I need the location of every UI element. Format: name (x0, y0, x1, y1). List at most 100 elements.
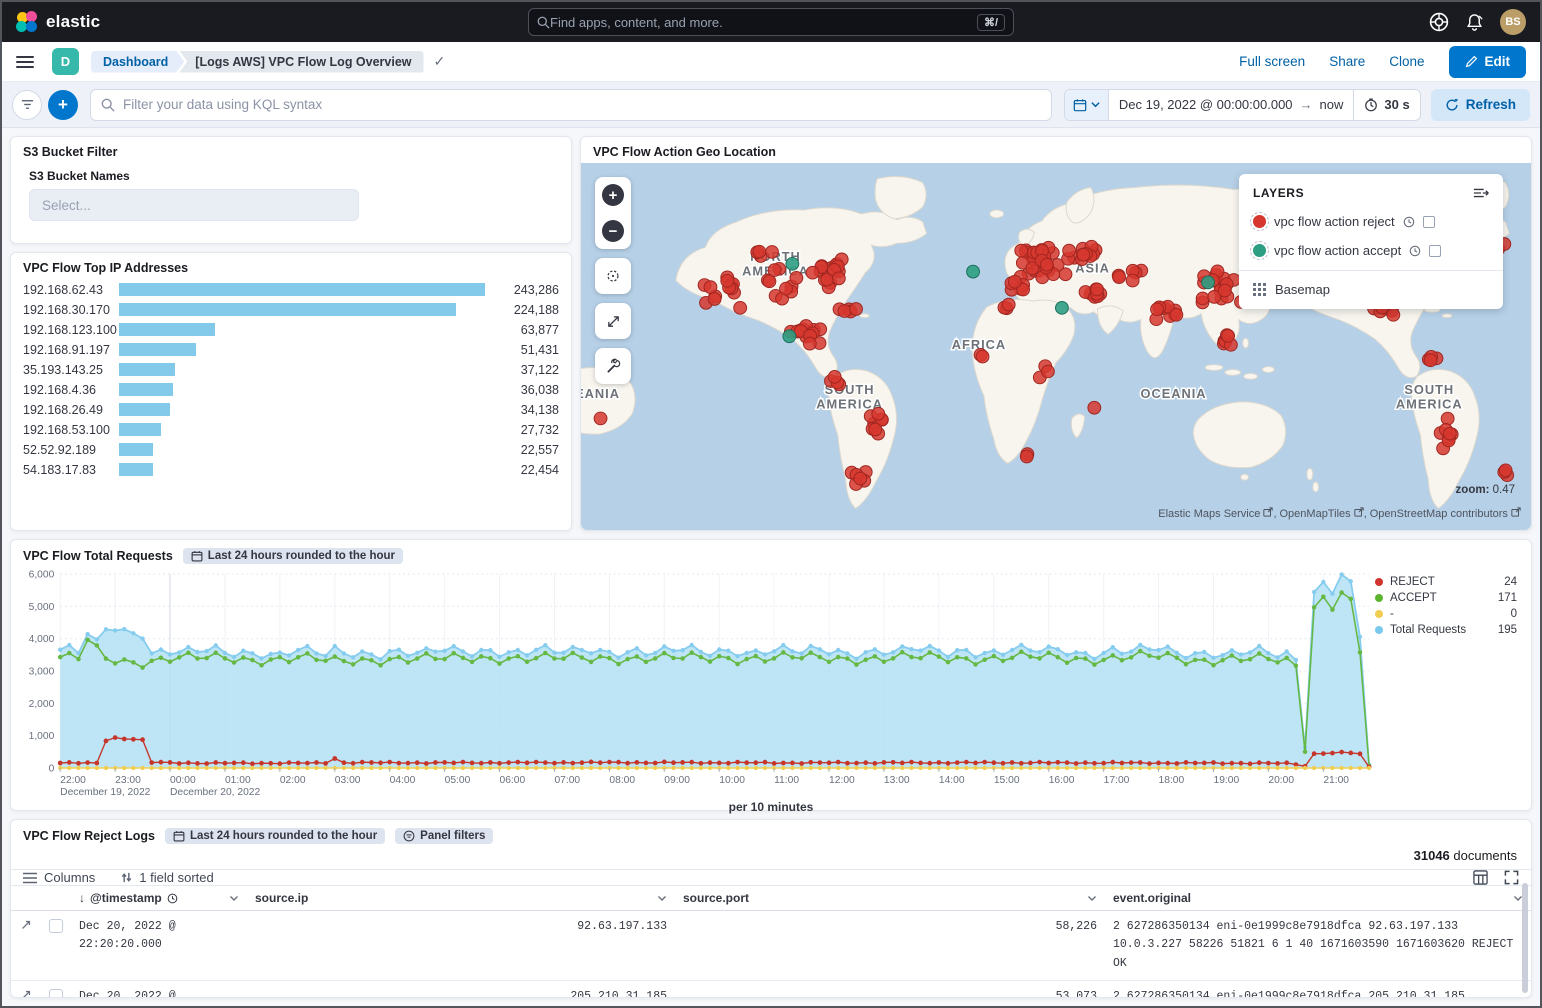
alerts-bell-icon[interactable] (1465, 13, 1484, 32)
add-filter-button[interactable]: + (48, 89, 78, 120)
legend-item[interactable]: -0 (1375, 608, 1517, 620)
reject-point[interactable] (853, 471, 868, 486)
attribution-link[interactable]: Elastic Maps Service , (1158, 507, 1277, 520)
s3-bucket-select[interactable]: Select... (29, 189, 359, 221)
reject-point[interactable] (767, 263, 782, 277)
reject-point[interactable] (752, 244, 767, 259)
reject-point[interactable] (1498, 463, 1513, 478)
reject-point[interactable] (707, 292, 722, 306)
reject-point[interactable] (831, 271, 846, 286)
layer-item-basemap[interactable]: Basemap (1253, 282, 1489, 297)
time-badge[interactable]: Last 24 hours rounded to the hour (182, 548, 403, 564)
reject-point[interactable] (1087, 400, 1102, 415)
reject-point[interactable] (1014, 243, 1029, 258)
reject-point[interactable] (1090, 282, 1104, 297)
panel-filters-badge[interactable]: Panel filters (395, 828, 494, 844)
layer-item-reject[interactable]: vpc flow action reject (1250, 212, 1489, 231)
expand-row-button[interactable] (11, 981, 41, 997)
reject-point[interactable] (779, 281, 793, 296)
reject-point[interactable] (1016, 282, 1031, 297)
time-range-display[interactable]: Dec 19, 2022 @ 00:00:00.000 → now (1109, 97, 1354, 112)
reject-point[interactable] (1112, 270, 1127, 284)
reject-point[interactable] (837, 304, 852, 318)
map-tools-button[interactable] (595, 348, 631, 384)
full-screen-link[interactable]: Full screen (1239, 54, 1306, 69)
layer-item-accept[interactable]: vpc flow action accept (1250, 241, 1489, 260)
column-header-timestamp[interactable]: ↓ @timestamp (71, 886, 247, 910)
chevron-down-icon[interactable] (229, 893, 239, 903)
reject-point[interactable] (789, 271, 804, 285)
reject-point[interactable] (1217, 283, 1232, 298)
reject-point[interactable] (1062, 243, 1077, 258)
set-view-button[interactable] (595, 258, 631, 294)
attribution-link[interactable]: OpenStreetMap contributors (1370, 507, 1521, 520)
breadcrumb-dashboard[interactable]: Dashboard (91, 51, 184, 73)
dashboard-app-tile[interactable]: D (52, 48, 79, 75)
column-header-source-port[interactable]: source.port (675, 886, 1105, 910)
expand-row-button[interactable] (11, 911, 41, 980)
reject-point[interactable] (593, 411, 608, 426)
zoom-out-button[interactable]: − (595, 213, 631, 249)
accept-point[interactable] (966, 264, 980, 279)
clone-link[interactable]: Clone (1389, 54, 1425, 69)
reject-point[interactable] (733, 300, 748, 315)
sort-fields-button[interactable]: 1 field sorted (121, 870, 214, 885)
row-checkbox[interactable] (49, 989, 63, 997)
reject-point[interactable] (1007, 274, 1022, 289)
reject-point[interactable] (720, 273, 735, 288)
accept-point[interactable] (785, 256, 800, 271)
reject-point[interactable] (1025, 261, 1040, 276)
user-avatar[interactable]: BS (1500, 9, 1526, 35)
reject-point[interactable] (1195, 291, 1210, 306)
menu-icon[interactable] (16, 55, 34, 68)
reject-point[interactable] (1001, 297, 1016, 312)
fit-to-data-button[interactable] (595, 303, 631, 339)
time-badge[interactable]: Last 24 hours rounded to the hour (164, 828, 386, 844)
refresh-interval-button[interactable]: 30 s (1353, 89, 1419, 120)
reject-point[interactable] (1169, 307, 1184, 322)
accept-point[interactable] (1201, 275, 1215, 290)
legend-item[interactable]: ACCEPT 171 (1375, 592, 1517, 604)
chevron-down-icon[interactable] (657, 893, 667, 903)
fullscreen-icon[interactable] (1504, 870, 1519, 885)
reject-point[interactable] (802, 336, 817, 351)
kql-input[interactable] (123, 97, 1041, 112)
table-row[interactable]: Dec 20, 2022 @ 22:20:20.000 205.210.31.18… (11, 981, 1531, 997)
reject-point[interactable] (1019, 449, 1034, 464)
global-search[interactable]: ⌘/ (528, 8, 1014, 36)
reject-point[interactable] (1150, 302, 1164, 317)
column-header-event-original[interactable]: event.original (1105, 886, 1531, 910)
reject-point[interactable] (1440, 411, 1455, 426)
table-scrollbar[interactable] (1522, 883, 1528, 993)
reject-point[interactable] (871, 406, 886, 421)
map-canvas[interactable]: NORTHAMERICAASIAAFRICASOUTHAMERICAOCEANI… (581, 163, 1531, 530)
date-picker-button[interactable] (1064, 89, 1109, 120)
reject-point[interactable] (1442, 426, 1457, 441)
reject-point[interactable] (1040, 364, 1055, 379)
layer-checkbox[interactable] (1429, 244, 1442, 257)
legend-item[interactable]: REJECT 24 (1375, 576, 1517, 588)
table-row[interactable]: Dec 20, 2022 @ 22:20:20.000 92.63.197.133… (11, 911, 1531, 982)
reject-point[interactable] (868, 422, 883, 437)
column-header-source-ip[interactable]: source.ip (247, 886, 675, 910)
refresh-button[interactable]: Refresh (1430, 88, 1530, 121)
legend-item[interactable]: Total Requests 195 (1375, 624, 1517, 636)
reject-point[interactable] (762, 274, 777, 289)
reject-point[interactable] (1221, 328, 1236, 343)
layer-checkbox[interactable] (1422, 215, 1435, 228)
reject-point[interactable] (1125, 273, 1140, 288)
chevron-down-icon[interactable] (1513, 893, 1523, 903)
reject-point[interactable] (1040, 257, 1054, 272)
help-icon[interactable] (1429, 12, 1449, 32)
collapse-panel-icon[interactable] (1473, 186, 1489, 200)
reject-point[interactable] (805, 265, 820, 280)
columns-button[interactable]: Columns (23, 870, 95, 885)
reject-point[interactable] (1423, 353, 1438, 368)
reject-point[interactable] (703, 280, 718, 294)
global-search-input[interactable] (550, 14, 977, 30)
reject-point[interactable] (1076, 247, 1091, 262)
share-link[interactable]: Share (1329, 54, 1366, 69)
edit-button[interactable]: Edit (1448, 45, 1526, 78)
accept-point[interactable] (1055, 300, 1069, 315)
attribution-link[interactable]: OpenMapTiles , (1279, 507, 1367, 520)
